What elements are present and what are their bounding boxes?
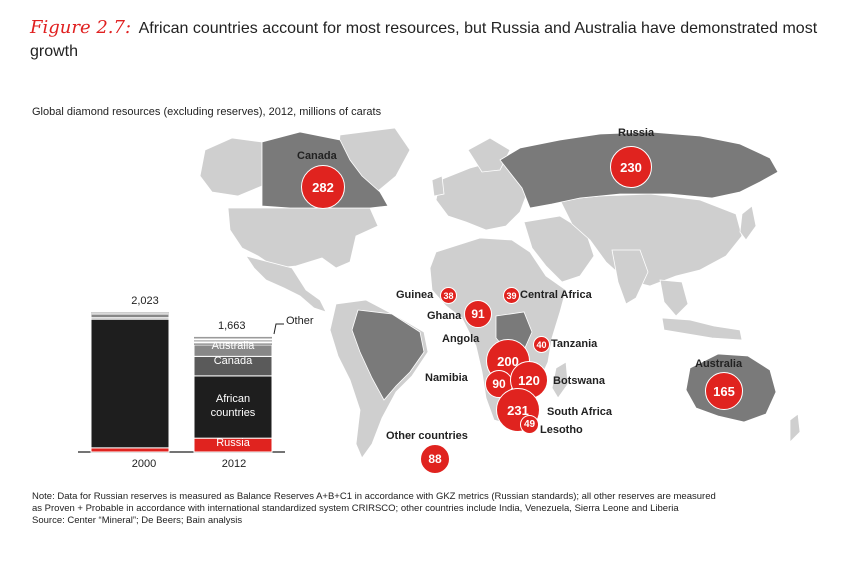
map-label-botswana: Botswana [553,375,605,387]
x-tick-2000: 2000 [131,458,157,470]
map-bubble-lesotho: 49 [520,415,539,434]
map-label-central-africa: Central Africa [520,289,592,301]
map-bubble-russia: 230 [610,146,652,188]
map-land-uk [431,175,445,197]
map-land-middle-east [523,215,595,283]
map-land-usa [227,207,379,269]
map-bubble-central-africa: 39 [503,287,520,304]
bar-segment-2012-other-stripe [194,338,272,341]
bar-segment-2012-other-stripe [194,340,272,342]
map-land-asia [559,193,743,287]
bar-segment-2012-other-stripe [194,341,272,344]
map-label-australia: Australia [695,358,743,370]
bar-segment-2000-russia [90,447,170,453]
segment-label-african-countries: African countries [210,393,256,419]
map-land-alaska [199,137,263,197]
map-land-mexico [245,255,327,313]
map-label-russia: Russia [618,127,655,139]
map-label-guinea: Guinea [396,289,434,301]
map-label-ghana: Ghana [427,310,462,322]
map-bubble-other-countries: 88 [420,444,450,474]
map-land-india [611,249,649,305]
map-land-brazil [351,309,425,401]
note-line-2: as Proven + Probable in accordance with … [32,503,679,514]
map-bubble-tanzania: 40 [533,336,550,353]
chart-subtitle: Global diamond resources (excluding rese… [32,106,382,118]
note-line-3: Source: Center “Mineral”; De Beers; Bain… [32,515,243,526]
chart-note: Note: Data for Russian reserves is measu… [32,491,822,527]
bar-segment-2012-other-stripe [194,336,272,339]
segment-label-other: Other [286,315,314,327]
segment-label-russia: Russia [216,437,250,449]
map-bubble-ghana: 91 [464,300,492,328]
map-label-canada: Canada [297,150,337,162]
map-bubble-australia: 165 [705,372,743,410]
map-land-se-asia [659,279,689,317]
segment-label-canada: Canada [213,355,253,367]
bar-total-2000: 2,023 [131,295,159,307]
note-line-1: Note: Data for Russian reserves is measu… [32,491,716,502]
map-land-new-zealand [789,413,801,443]
bar-segment-2012-other-stripe [194,343,272,345]
figure-label: Figure 2.7: [30,17,132,38]
map-label-lesotho: Lesotho [540,424,583,436]
map-bubble-guinea: 38 [440,287,457,304]
map-label-south-africa: South Africa [547,406,612,418]
map-bubble-canada: 282 [301,165,345,209]
bar-segment-2000-african-countries [90,318,170,449]
map-land-madagascar [551,361,569,399]
map-label-tanzania: Tanzania [551,338,598,350]
map-land-indonesia [661,317,743,341]
bar-total-2012: 1,663 [218,320,246,332]
map-label-other-countries: Other countries [386,430,468,442]
bar-segment-2012-african-countries [193,375,273,439]
bar-segment-2000-australia [90,313,170,319]
segment-label-australia: Australia [211,340,255,352]
other-callout-line [273,323,284,335]
map-label-namibia: Namibia [425,372,468,384]
map-land-japan [739,205,757,241]
x-tick-2012: 2012 [221,458,247,470]
figure-title: Figure 2.7: African countries account fo… [30,16,820,63]
figure-title-text: African countries account for most resou… [30,20,818,60]
map-label-angola: Angola [442,333,480,345]
